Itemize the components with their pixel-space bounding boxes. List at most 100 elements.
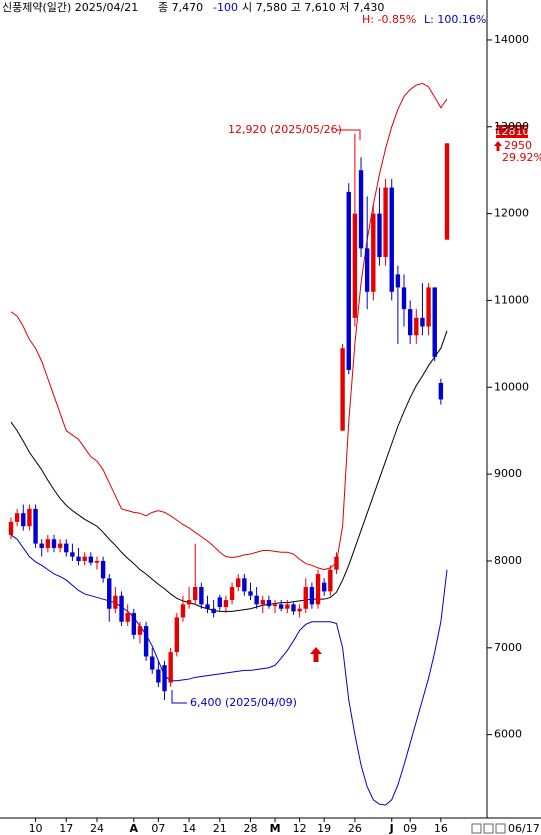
- x-tick-label: 14: [182, 822, 196, 835]
- candle-body: [131, 613, 137, 635]
- candle-body: [64, 543, 69, 553]
- candle-body: [389, 187, 394, 292]
- candle-body: [199, 587, 204, 605]
- candle-body: [94, 560, 100, 563]
- info-ohl: 시 7,580 고 7,610 저 7,430: [242, 1, 384, 14]
- y-tick-label: 13000: [494, 120, 529, 133]
- x-tick-label: 24: [90, 822, 104, 835]
- candle-body: [180, 604, 186, 618]
- candle-body: [352, 213, 358, 318]
- candle-body: [358, 170, 364, 249]
- low-leader: [171, 690, 187, 704]
- y-tick-label: 12000: [494, 207, 529, 220]
- candle-body: [266, 600, 272, 607]
- x-tick-label: M: [270, 822, 281, 835]
- candle-body: [420, 317, 425, 327]
- candle-body: [334, 556, 339, 570]
- up-arrow: [494, 141, 502, 151]
- candle-body: [137, 626, 143, 635]
- candle-body: [328, 569, 333, 592]
- x-tick-label: 19: [317, 822, 331, 835]
- x-tick-label: 28: [243, 822, 257, 835]
- candle-body: [143, 626, 149, 657]
- x-tick-label: 12: [293, 822, 307, 835]
- x-tick-label: 10: [29, 822, 43, 835]
- candle-body: [33, 508, 38, 544]
- x-tick-label: 07: [151, 822, 165, 835]
- scroll-icon[interactable]: [495, 823, 506, 834]
- candle-body: [371, 213, 376, 292]
- candle-body: [426, 287, 431, 327]
- x-tick-label: 21: [213, 822, 227, 835]
- candle-body: [303, 587, 308, 609]
- band-line: [10, 534, 448, 806]
- candle-body: [21, 513, 26, 527]
- candle-body: [364, 248, 370, 292]
- candle-body: [27, 508, 32, 527]
- zoom-icon[interactable]: [471, 823, 482, 834]
- plot: [8, 82, 450, 806]
- candle-body: [229, 587, 235, 601]
- y-tick-label: 14000: [494, 33, 529, 46]
- change: 2950: [504, 139, 532, 152]
- chart-title: 신풍제약(일간) 2025/04/21: [2, 0, 138, 14]
- h-label: H: -0.85%: [362, 13, 416, 26]
- x-tick-label: A: [130, 822, 139, 835]
- candle-body: [217, 597, 222, 607]
- candle-body: [100, 560, 106, 579]
- band-line: [10, 330, 448, 612]
- candle-body: [285, 604, 290, 609]
- setting-icon[interactable]: [483, 823, 494, 834]
- candle-body: [57, 543, 63, 548]
- candle-body: [401, 287, 407, 310]
- low-annotation: 6,400 (2025/04/09): [190, 696, 297, 709]
- candle-body: [88, 556, 94, 563]
- candle-body: [444, 143, 450, 240]
- candle-body: [107, 578, 112, 609]
- candle-body: [70, 552, 75, 557]
- x-tick-label: 17: [59, 822, 73, 835]
- candle-body: [242, 578, 247, 592]
- candle-body: [236, 578, 241, 588]
- candle-body: [438, 382, 444, 400]
- candle-body: [248, 591, 253, 596]
- signal-arrow: [310, 647, 322, 662]
- candle-body: [432, 287, 437, 357]
- y-tick-label: 10000: [494, 380, 529, 393]
- candle-body: [174, 617, 180, 653]
- info-change: -100: [213, 1, 238, 14]
- candle-body: [278, 604, 284, 609]
- candle-body: [309, 587, 315, 605]
- last-price: 12810: [495, 125, 530, 138]
- candle-body: [377, 213, 382, 258]
- y-tick-label: 9000: [494, 467, 522, 480]
- candle-body: [260, 600, 265, 605]
- candle-body: [76, 556, 81, 561]
- y-tick-label: 11000: [494, 293, 529, 306]
- candle-body: [223, 600, 229, 607]
- candle-body: [211, 608, 216, 614]
- candle-body: [383, 187, 388, 258]
- candle-body: [156, 669, 161, 683]
- info-close: 종 7,470: [158, 1, 203, 14]
- candle-body: [254, 595, 259, 605]
- change-pct: 29.92%: [502, 151, 541, 164]
- candle-body: [8, 521, 14, 535]
- high-leader: [336, 129, 361, 140]
- x-tick-label: 16: [434, 822, 448, 835]
- y-tick-label: 7000: [494, 641, 522, 654]
- candle-body: [119, 595, 124, 622]
- candle-body: [39, 543, 44, 548]
- candle-body: [414, 317, 419, 336]
- candle-body: [346, 191, 351, 370]
- candle-body: [168, 652, 173, 683]
- y-tick-label: 6000: [494, 728, 522, 741]
- high-annotation: 12,920 (2025/05/26): [228, 123, 342, 136]
- candle-body: [407, 309, 413, 336]
- candle-body: [297, 608, 302, 612]
- candle-body: [113, 595, 118, 609]
- y-tick-label: 8000: [494, 554, 522, 567]
- band-line: [10, 82, 448, 571]
